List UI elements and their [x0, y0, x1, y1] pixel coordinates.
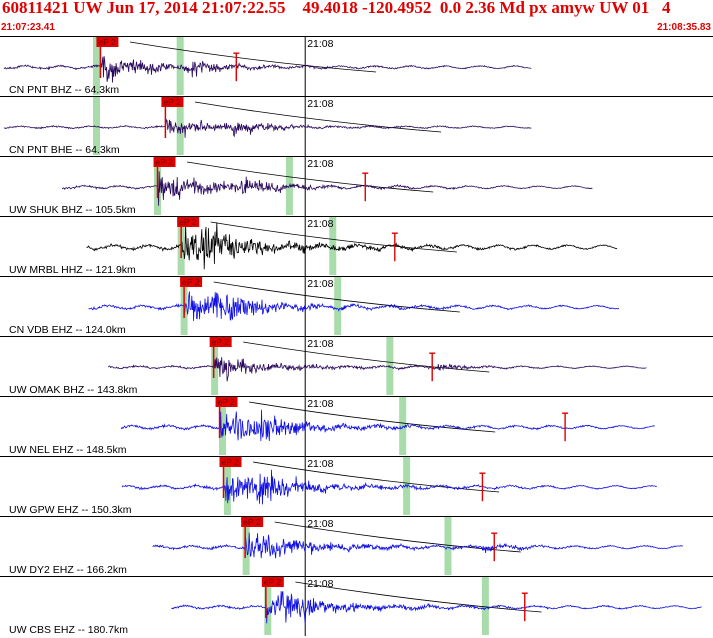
trace-label: CN PNT BHZ -- 64.3km: [9, 84, 119, 96]
p-pick-flag: [215, 397, 238, 407]
travel-time-curve: [210, 221, 457, 253]
p-pick-flag: [161, 97, 184, 107]
p-pick-flag: [209, 337, 232, 347]
trace-label: CN VDB EHZ -- 124.0km: [9, 324, 126, 336]
minute-label: 21:08: [307, 278, 333, 290]
trace-panel: 21:08 eP 2 UW MRBL HHZ -- 121.9km: [0, 216, 713, 276]
p-pick-label: eP 2: [264, 577, 282, 587]
p-pick-label: eP 2: [179, 217, 197, 227]
travel-time-curve: [129, 41, 377, 73]
p-pick-flag: [180, 277, 203, 287]
travel-time-curve: [295, 581, 542, 613]
analysis-window: [444, 517, 452, 575]
trace-label: UW GPW EHZ -- 150.3km: [9, 504, 132, 516]
waveform: [88, 291, 620, 321]
trace-label: UW DY2 EHZ -- 166.2km: [9, 564, 127, 576]
p-pick-flag: [241, 517, 264, 527]
waveform: [152, 532, 684, 559]
time-end: 21:08:35.83: [657, 22, 711, 33]
minute-label: 21:08: [307, 458, 333, 470]
p-pick-label: eP 2: [243, 517, 261, 527]
analysis-window: [92, 97, 100, 155]
waveform: [171, 591, 702, 624]
p-pick-flag: [177, 217, 200, 227]
minute-label: 21:08: [307, 518, 333, 530]
waveform: [3, 118, 532, 138]
waveform: [121, 469, 657, 505]
travel-time-curve: [194, 101, 442, 133]
waveform: [86, 222, 618, 270]
travel-time-curve: [252, 461, 500, 493]
waveform: [3, 56, 532, 83]
travel-time-curve: [213, 281, 460, 313]
trace-label: UW NEL EHZ -- 148.5km: [9, 444, 127, 456]
p-pick-flag: [261, 577, 284, 587]
trace-label: UW CBS EHZ -- 180.7km: [9, 624, 128, 636]
trace-panel: 21:08 eP 2 UW OMAK BHZ -- 143.8km: [0, 336, 713, 396]
travel-time-curve: [249, 401, 496, 433]
minute-label: 21:08: [307, 158, 333, 170]
waveform: [107, 357, 647, 382]
analysis-window: [176, 97, 184, 155]
p-pick-label: eP 2: [212, 337, 230, 347]
p-pick-label: eP 2: [221, 457, 239, 467]
time-start: 21:07:23.41: [1, 22, 55, 33]
travel-time-curve: [186, 161, 434, 193]
analysis-window: [481, 577, 489, 635]
p-pick-label: eP 2: [156, 157, 174, 167]
trace-label: CN PNT BHE -- 64.3km: [9, 144, 120, 156]
trace-panel: 21:08 eP 2 CN PNT BHZ -- 64.3km: [0, 36, 713, 96]
trace-panel: 21:08 eP 2 CN PNT BHE -- 64.3km: [0, 96, 713, 156]
minute-label: 21:08: [307, 218, 333, 230]
trace-label: UW SHUK BHZ -- 105.5km: [9, 204, 136, 216]
minute-label: 21:08: [307, 98, 333, 110]
waveform: [120, 409, 655, 442]
trace-panel: 21:08 eP 2 UW DY2 EHZ -- 166.2km: [0, 516, 713, 576]
travel-time-curve: [243, 341, 490, 373]
trace-panel: 21:08 eP 2 UW SHUK BHZ -- 105.5km: [0, 156, 713, 216]
trace-panel: 21:08 eP 2 UW CBS EHZ -- 180.7km: [0, 576, 713, 636]
p-pick-label: eP 2: [218, 397, 236, 407]
p-pick-flag: [153, 157, 176, 167]
event-header: 60811421 UW Jun 17, 2014 21:07:22.55 49.…: [2, 0, 671, 17]
analysis-window: [399, 397, 407, 455]
analysis-window: [219, 397, 227, 455]
p-pick-flag: [96, 37, 119, 47]
p-pick-label: eP 2: [163, 97, 181, 107]
trace-panel: 21:08 eP 2 UW GPW EHZ -- 150.3km: [0, 456, 713, 516]
p-pick-label: eP 2: [182, 277, 200, 287]
trace-label: UW OMAK BHZ -- 143.8km: [9, 384, 138, 396]
analysis-window: [176, 37, 184, 95]
minute-label: 21:08: [307, 338, 333, 350]
analysis-window: [386, 337, 394, 395]
waveform: [61, 171, 593, 206]
p-pick-label: eP 2: [98, 37, 116, 47]
trace-panel: 21:08 eP 2 UW NEL EHZ -- 148.5km: [0, 396, 713, 456]
analysis-window: [334, 277, 342, 335]
minute-label: 21:08: [307, 38, 333, 50]
p-pick-flag: [219, 457, 242, 467]
minute-label: 21:08: [307, 398, 333, 410]
trace-label: UW MRBL HHZ -- 121.9km: [9, 264, 136, 276]
trace-panel: 21:08 eP 2 CN VDB EHZ -- 124.0km: [0, 276, 713, 336]
analysis-window: [264, 577, 272, 635]
minute-label: 21:08: [307, 578, 333, 590]
